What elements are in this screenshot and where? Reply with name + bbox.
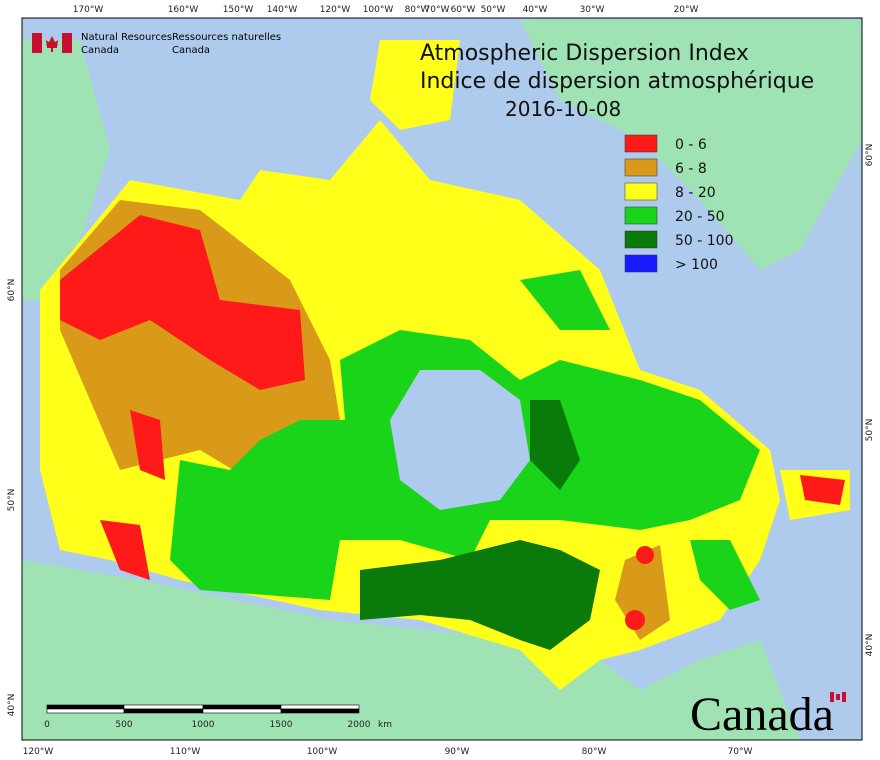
top-label: 120°W	[320, 5, 351, 15]
legend-label: 6 - 8	[675, 161, 707, 177]
zone-20-50	[690, 540, 760, 610]
agency-name-fr: Ressources naturelles	[172, 32, 281, 43]
zone-0-6	[130, 410, 165, 480]
scale-segment	[123, 704, 204, 710]
scale-label: 0	[44, 720, 50, 730]
greenland	[520, 20, 862, 270]
left-label: 50°N	[7, 489, 17, 512]
scale-segment	[46, 704, 125, 710]
top-label: 40°W	[523, 5, 548, 15]
right-label: 60°N	[865, 144, 875, 167]
legend-swatch	[624, 182, 658, 201]
top-label: 80°W	[405, 5, 430, 15]
bottom-label: 120°W	[23, 747, 54, 757]
agency-name-en: Canada	[81, 45, 119, 56]
top-label: 30°W	[580, 5, 605, 15]
top-label: 70°W	[425, 5, 450, 15]
scale-segment	[280, 708, 360, 714]
top-label: 100°W	[363, 5, 394, 15]
scale-label: 2000	[348, 720, 371, 730]
bottom-label: 110°W	[170, 747, 201, 757]
map-frame	[21, 17, 863, 741]
top-label: 20°W	[674, 5, 699, 15]
scale-label: 1500	[270, 720, 293, 730]
date: 2016-10-08	[505, 97, 621, 121]
right-label: 50°N	[865, 419, 875, 442]
wordmark-flag	[836, 694, 840, 700]
top-label: 150°W	[223, 5, 254, 15]
bottom-label: 80°W	[582, 747, 607, 757]
left-label: 60°N	[7, 279, 17, 302]
scale-segment	[280, 704, 360, 710]
zone-0-6	[625, 610, 645, 630]
zone-0-6	[636, 546, 654, 564]
legend-swatch	[624, 230, 658, 249]
zone-0-6	[100, 520, 150, 580]
scale-segment	[202, 708, 282, 714]
scale-label: 500	[115, 720, 132, 730]
arctic-island	[370, 40, 460, 130]
scale-segment	[46, 708, 125, 714]
zone-50-100	[360, 540, 600, 650]
top-label: 140°W	[267, 5, 298, 15]
left-label: 40°N	[7, 694, 17, 717]
legend-label: 20 - 50	[675, 209, 725, 225]
legend-swatch	[624, 206, 658, 225]
scale-segment	[202, 704, 282, 710]
legend-label: > 100	[675, 257, 718, 273]
legend-swatch	[624, 158, 658, 177]
legend-label: 8 - 20	[675, 185, 716, 201]
legend-label: 50 - 100	[675, 233, 734, 249]
title: Indice de dispersion atmosphérique	[420, 69, 814, 94]
usa	[22, 560, 800, 740]
legend-swatch	[624, 134, 658, 153]
top-label: 170°W	[73, 5, 104, 15]
alaska	[22, 40, 110, 300]
zone-20-50	[520, 270, 610, 330]
wordmark: Canada	[690, 688, 834, 741]
wordmark-flag	[842, 692, 846, 702]
bottom-label: 90°W	[445, 747, 470, 757]
top-label: 160°W	[168, 5, 199, 15]
title: Atmospheric Dispersion Index	[420, 41, 749, 66]
scale-segment	[123, 708, 204, 714]
bottom-label: 70°W	[728, 747, 753, 757]
top-label: 60°W	[451, 5, 476, 15]
bottom-label: 100°W	[307, 747, 338, 757]
legend-swatch	[624, 254, 658, 273]
zone-50-100	[530, 400, 580, 490]
top-label: 50°W	[481, 5, 506, 15]
zone-0-6	[60, 215, 305, 390]
agency-name-fr: Canada	[172, 45, 210, 56]
legend-label: 0 - 6	[675, 137, 707, 153]
agency-name-en: Natural Resources	[81, 32, 172, 43]
right-label: 40°N	[865, 634, 875, 657]
scale-unit: km	[378, 720, 392, 730]
scale-label: 1000	[192, 720, 215, 730]
zone-0-6	[800, 475, 845, 505]
agency-logo	[32, 33, 72, 53]
wordmark-flag	[830, 692, 834, 702]
hudson-bay	[390, 370, 530, 510]
